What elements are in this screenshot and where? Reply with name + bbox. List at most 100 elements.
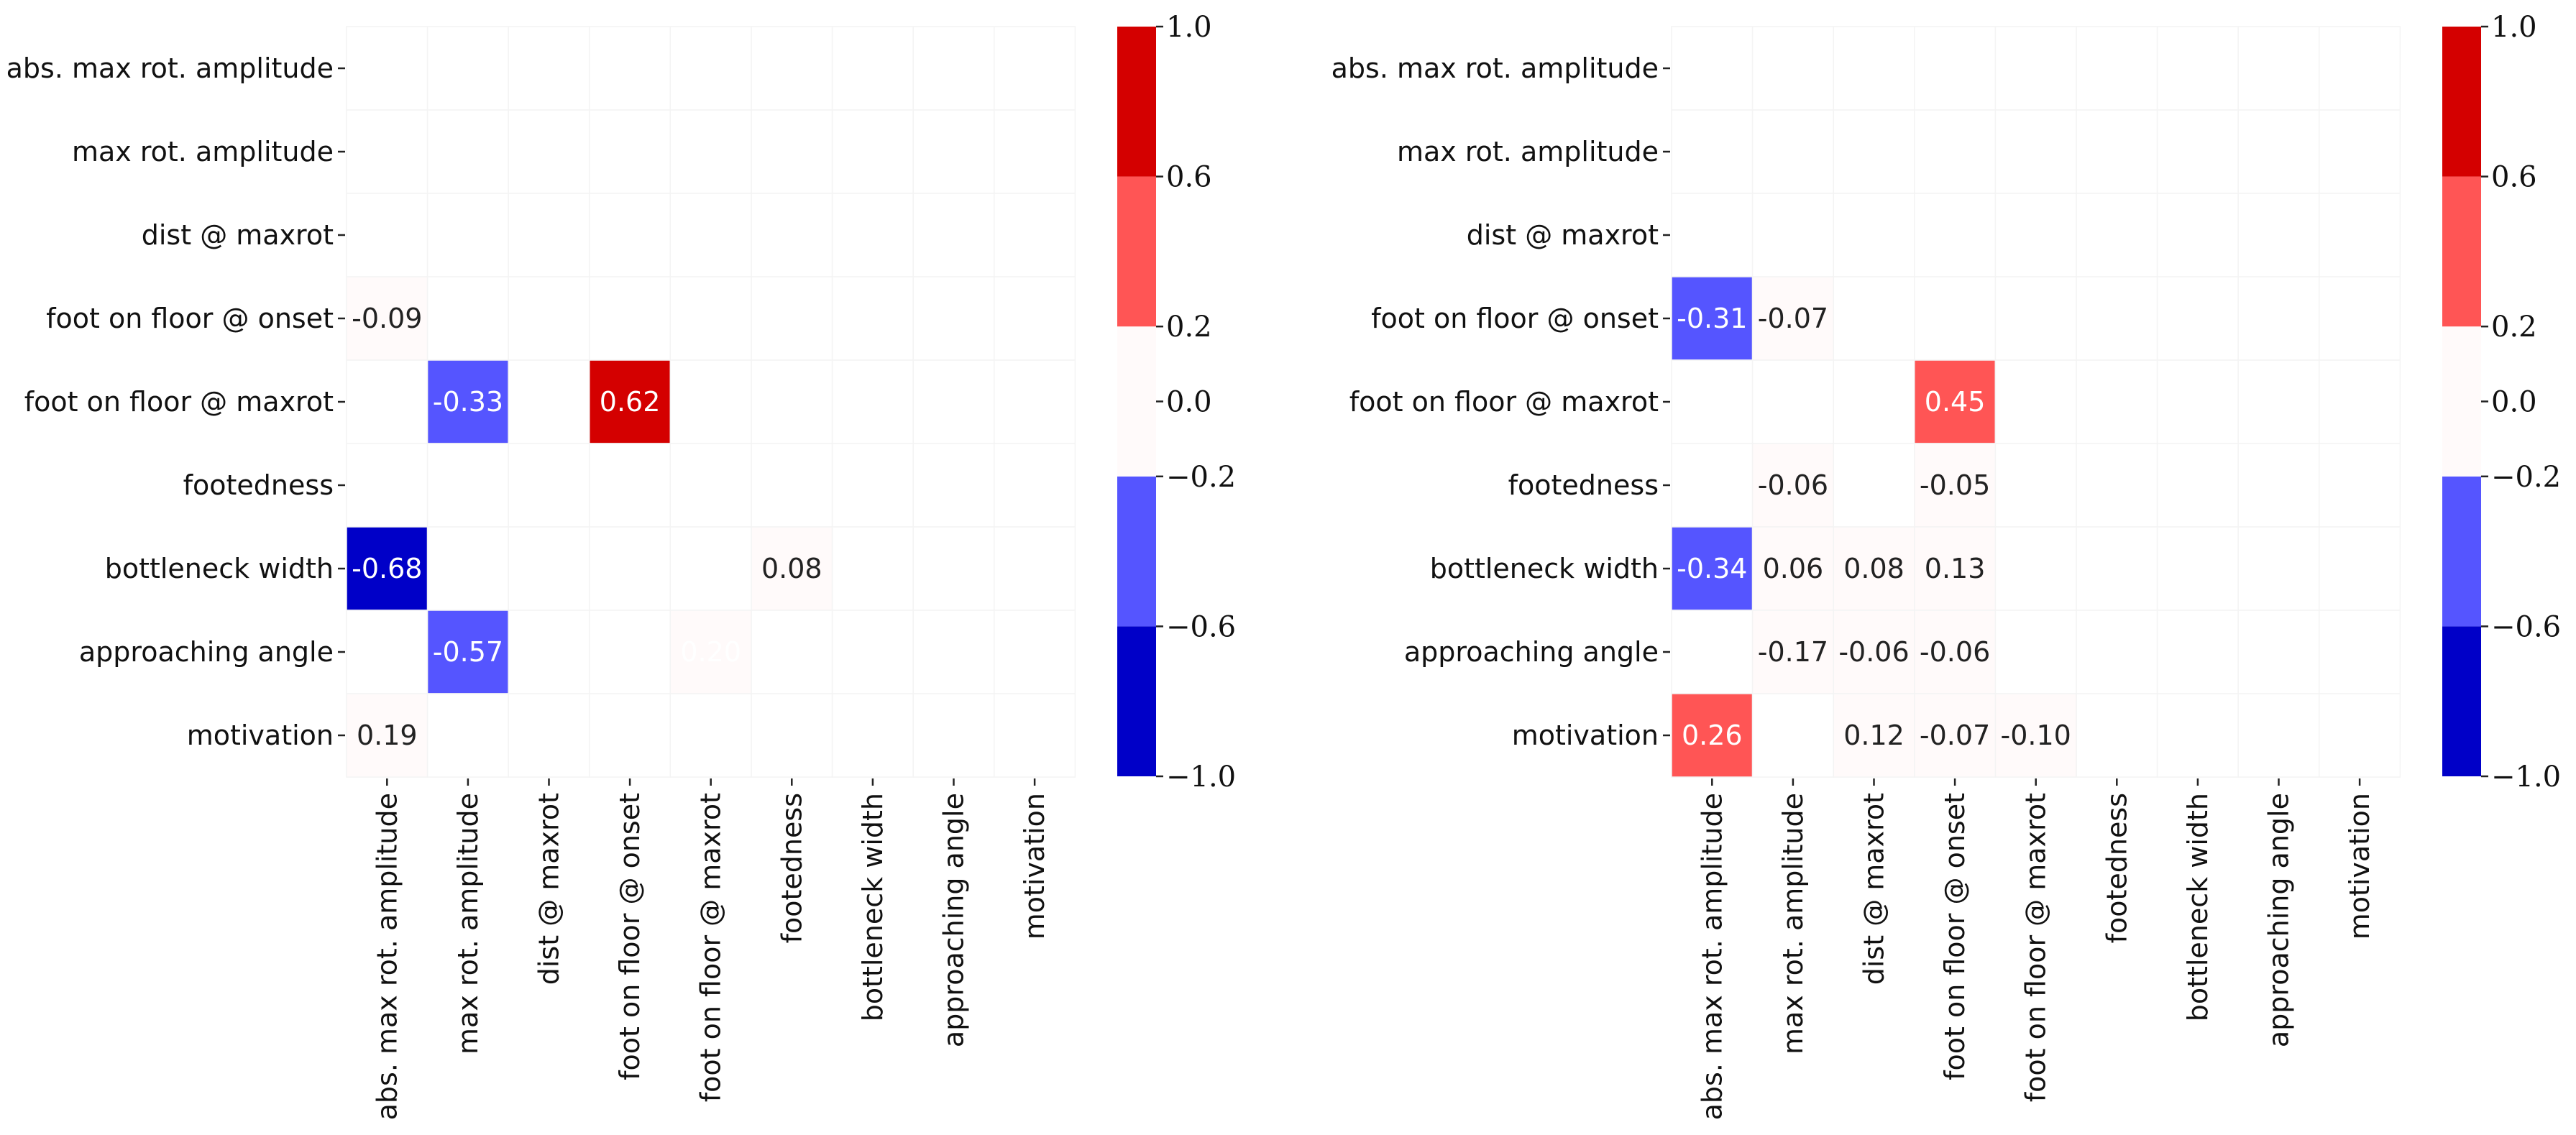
heatmap-cell [589,610,671,694]
cell-value-label: 0.06 [1763,553,1824,584]
heatmap-cell [751,26,833,111]
col-label: foot on floor @ onset [614,793,646,1080]
heatmap-cell [508,443,590,528]
heatmap-cell [1671,693,1754,778]
heatmap-cell [912,193,995,277]
heatmap-cell [2237,26,2320,111]
row-label: bottleneck width [105,553,334,584]
heatmap-cell [508,359,590,444]
heatmap-cell [346,109,428,194]
heatmap-cell [2237,443,2320,528]
colorbar-tick-label: 0.6 [1166,161,1212,194]
heatmap-cell [912,693,995,778]
row-label: footedness [183,469,334,501]
heatmap-cell [2319,526,2401,611]
row-label: approaching angle [79,636,334,668]
heatmap-cell [669,109,752,194]
heatmap-cell [1833,193,1915,277]
heatmap-cell [589,443,671,528]
row-label: approaching angle [1404,636,1659,668]
heatmap-cell [508,526,590,611]
heatmap-cell [751,443,833,528]
heatmap-cell [1914,610,1997,694]
heatmap-cell [1671,26,1754,111]
heatmap-cell [2319,443,2401,528]
cell-value-label: -0.06 [1920,636,1990,668]
cell-value-label: -0.68 [352,553,422,584]
colorbar: −1.0 −0.6 −0.2 0.0 0.2 0.6 1.0 [2442,11,2561,794]
heatmap-cell [1994,276,2077,361]
heatmap-cell [912,610,995,694]
heatmap-cell [669,443,752,528]
heatmap-cell [1751,693,1834,778]
heatmap-cell [1994,109,2077,194]
heatmap-cell [1833,276,1915,361]
heatmap-cell [2076,276,2158,361]
colorbar-tick-label: −0.2 [2491,461,2561,494]
heatmap-cell [669,276,752,361]
heatmap-cell [2237,109,2320,194]
cell-value-label: -0.34 [1677,553,1747,584]
heatmap-cell [2237,693,2320,778]
col-label: approaching angle [2263,793,2295,1047]
cell-value-label: -0.17 [1758,636,1828,668]
heatmap-panel-2: -0.31 -0.07 0.45 -0.06 -0.05 -0.34 0.06 0.08 0.1… [1331,11,2562,1120]
heatmap-cell [346,359,428,444]
heatmap-cell [508,193,590,277]
heatmap-cell [346,693,428,778]
heatmap-cell [994,193,1076,277]
heatmap-cell [1671,359,1754,444]
cell-value-label: -0.10 [2001,720,2071,751]
colorbar-segment [2442,176,2481,327]
col-label: abs. max rot. amplitude [371,793,403,1120]
heatmap-cell [426,276,509,361]
colorbar-tick-label: −1.0 [2491,761,2561,794]
heatmap-cell [831,443,914,528]
cell-value-label: 0.26 [1682,720,1743,751]
col-label: foot on floor @ maxrot [695,793,727,1102]
colorbar: −1.0 −0.6 −0.2 0.0 0.2 0.6 1.0 [1117,11,1236,794]
heatmap-cell [346,193,428,277]
heatmap-cell [912,109,995,194]
cell-value-label: 0.20 [680,636,741,668]
heatmap-cell [1914,26,1997,111]
heatmap-cell [2319,359,2401,444]
heatmap-cell [2076,109,2158,194]
row-label: max rot. amplitude [1397,136,1659,167]
heatmap-cell [426,26,509,111]
heatmap-cell [426,610,509,694]
heatmap-cell [508,109,590,194]
heatmap-cell [1671,610,1754,694]
cell-value-label: 0.12 [1843,720,1905,751]
heatmap-cell [2076,610,2158,694]
cell-value-label: -0.31 [1677,303,1747,334]
heatmap-cell [1833,443,1915,528]
heatmap-cell [831,610,914,694]
row-label: foot on floor @ onset [1371,303,1659,334]
colorbar-segment [1117,326,1156,477]
row-label: abs. max rot. amplitude [6,52,334,84]
heatmap-cell [589,693,671,778]
heatmap-cell [426,693,509,778]
heatmap-cell [2237,276,2320,361]
heatmap-cell [2319,26,2401,111]
heatmap-cell [2237,610,2320,694]
heatmap-cell [589,359,671,444]
cell-value-label: 0.19 [357,720,418,751]
col-label: bottleneck width [857,793,889,1021]
heatmap-cell [1994,359,2077,444]
heatmap-cell [912,526,995,611]
heatmap-cell [1914,526,1997,611]
heatmap-cell [1994,526,2077,611]
col-label: max rot. amplitude [452,793,484,1054]
heatmap-cell [831,109,914,194]
heatmap-cell [669,693,752,778]
heatmap-cell [426,526,509,611]
row-label: dist @ maxrot [142,219,334,251]
heatmap-cell [508,276,590,361]
colorbar-segment [1117,476,1156,627]
row-label: foot on floor @ onset [46,303,334,334]
heatmap-cell [2319,276,2401,361]
cell-value-label: -0.33 [433,386,503,418]
